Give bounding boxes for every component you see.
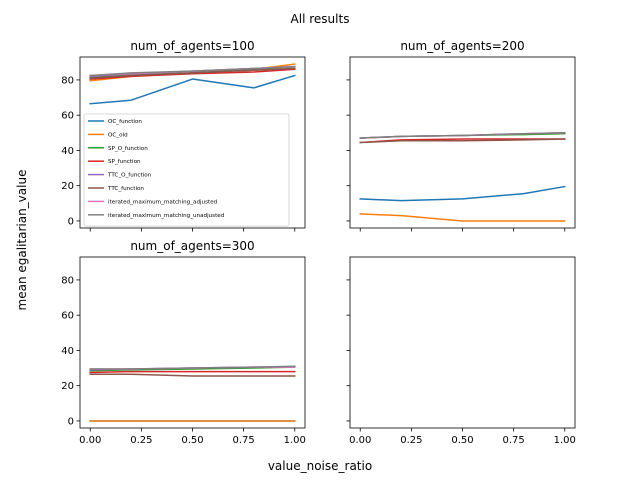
legend-entry: iterated_maximum_matching_unadjusted	[108, 213, 225, 219]
y-tick-label: 80	[61, 75, 74, 86]
series-line-iterated-maximum-matching-unadjusted	[89, 65, 296, 77]
y-tick-label: 40	[61, 146, 74, 157]
y-tick-label: 60	[61, 311, 74, 322]
subplot-grid: num_of_agents=100020406080OC_functionOC_…	[61, 39, 576, 446]
series-line-OC-function	[359, 185, 566, 202]
x-tick-label: 0.00	[349, 435, 371, 446]
series-line-SP-function	[89, 370, 296, 374]
x-tick-label: 0.25	[400, 435, 422, 446]
x-tick-label: 0.75	[503, 435, 525, 446]
subplot-title: num_of_agents=100	[130, 39, 254, 53]
y-tick-label: 20	[61, 181, 74, 192]
series-line-TTC-function	[89, 373, 296, 377]
legend-frame	[83, 113, 290, 227]
chart-title: All results	[291, 12, 350, 26]
subplot-title: num_of_agents=200	[400, 39, 524, 53]
series-line-OC-function	[89, 74, 296, 105]
subplot-title: num_of_agents=300	[130, 239, 254, 253]
x-tick-label: 0.50	[451, 435, 473, 446]
y-tick-label: 20	[61, 381, 74, 392]
y-tick-label: 80	[61, 275, 74, 286]
x-tick-label: 1.00	[284, 435, 306, 446]
x-tick-label: 0.00	[79, 435, 101, 446]
series-line-iterated-maximum-matching-unadjusted	[89, 365, 296, 370]
legend-entry: TTC_O_function	[107, 173, 152, 179]
x-tick-label: 0.25	[130, 435, 152, 446]
series-line-SP-function	[89, 68, 296, 80]
x-tick-label: 0.50	[181, 435, 203, 446]
y-tick-label: 40	[61, 346, 74, 357]
legend-entry: iterated_maximum_matching_adjusted	[108, 199, 218, 205]
subplot-1: num_of_agents=100020406080OC_functionOC_…	[61, 39, 306, 232]
series-line-TTC-function	[359, 138, 566, 144]
x-tick-label: 1.00	[554, 435, 576, 446]
y-tick-label: 60	[61, 111, 74, 122]
legend: OC_function OC_old SP_O_function SP_functio…	[83, 113, 290, 227]
subplot-2: num_of_agents=200	[346, 39, 576, 232]
x-tick-label: 0.75	[233, 435, 255, 446]
subplot-4: 0.00 0.25 0.50 0.75 1.00	[346, 256, 576, 446]
legend-entry: SP_function	[108, 159, 141, 165]
subplot-3: num_of_agents=300 0.00 0.25 0.50 0.75 1.00 0 20…	[61, 239, 306, 446]
series-line-OC-old	[359, 213, 566, 222]
legend-entry: SP_O_function	[108, 146, 148, 152]
legend-entry: TTC_function	[107, 186, 144, 192]
y-axis-label: mean egalitarian_value	[15, 170, 29, 311]
y-tick-label: 0	[68, 416, 74, 427]
series-line-TTC-function	[89, 67, 296, 79]
x-axis-label: value_noise_ratio	[268, 459, 372, 473]
legend-entry: OC_function	[108, 119, 142, 125]
y-tick-label: 0	[68, 216, 74, 227]
legend-entry: OC_old	[108, 132, 128, 138]
series-line-iterated-maximum-matching-unadjusted	[359, 132, 566, 139]
